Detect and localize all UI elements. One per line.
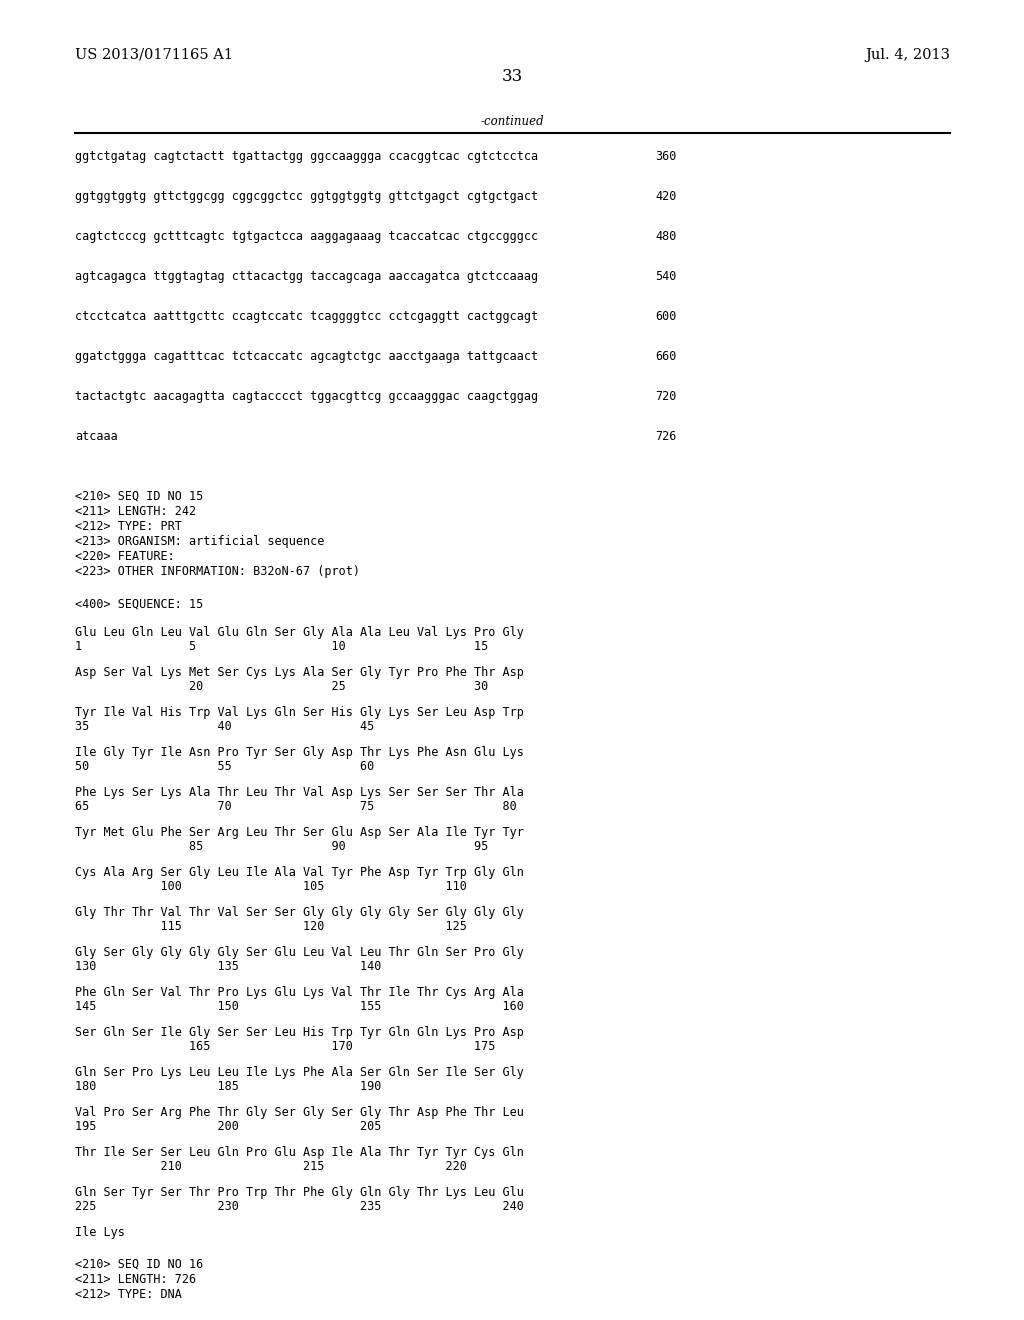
Text: <211> LENGTH: 242: <211> LENGTH: 242 — [75, 506, 197, 517]
Text: ggatctggga cagatttcac tctcaccatc agcagtctgc aacctgaaga tattgcaact: ggatctggga cagatttcac tctcaccatc agcagtc… — [75, 350, 539, 363]
Text: Glu Leu Gln Leu Val Glu Gln Ser Gly Ala Ala Leu Val Lys Pro Gly: Glu Leu Gln Leu Val Glu Gln Ser Gly Ala … — [75, 626, 524, 639]
Text: Gly Ser Gly Gly Gly Gly Ser Glu Leu Val Leu Thr Gln Ser Pro Gly: Gly Ser Gly Gly Gly Gly Ser Glu Leu Val … — [75, 946, 524, 960]
Text: Asp Ser Val Lys Met Ser Cys Lys Ala Ser Gly Tyr Pro Phe Thr Asp: Asp Ser Val Lys Met Ser Cys Lys Ala Ser … — [75, 667, 524, 678]
Text: Tyr Ile Val His Trp Val Lys Gln Ser His Gly Lys Ser Leu Asp Trp: Tyr Ile Val His Trp Val Lys Gln Ser His … — [75, 706, 524, 719]
Text: 720: 720 — [655, 389, 677, 403]
Text: 360: 360 — [655, 150, 677, 162]
Text: 50                  55                  60: 50 55 60 — [75, 760, 374, 774]
Text: <210> SEQ ID NO 16: <210> SEQ ID NO 16 — [75, 1258, 203, 1271]
Text: 600: 600 — [655, 310, 677, 323]
Text: <212> TYPE: DNA: <212> TYPE: DNA — [75, 1288, 182, 1302]
Text: <211> LENGTH: 726: <211> LENGTH: 726 — [75, 1272, 197, 1286]
Text: 195                 200                 205: 195 200 205 — [75, 1119, 381, 1133]
Text: 65                  70                  75                  80: 65 70 75 80 — [75, 800, 517, 813]
Text: Gly Thr Thr Val Thr Val Ser Ser Gly Gly Gly Gly Ser Gly Gly Gly: Gly Thr Thr Val Thr Val Ser Ser Gly Gly … — [75, 906, 524, 919]
Text: 660: 660 — [655, 350, 677, 363]
Text: Ser Gln Ser Ile Gly Ser Ser Leu His Trp Tyr Gln Gln Lys Pro Asp: Ser Gln Ser Ile Gly Ser Ser Leu His Trp … — [75, 1026, 524, 1039]
Text: 210                 215                 220: 210 215 220 — [75, 1160, 467, 1173]
Text: cagtctcccg gctttcagtc tgtgactcca aaggagaaag tcaccatcac ctgccgggcc: cagtctcccg gctttcagtc tgtgactcca aaggaga… — [75, 230, 539, 243]
Text: atcaaa: atcaaa — [75, 430, 118, 444]
Text: <223> OTHER INFORMATION: B32oN-67 (prot): <223> OTHER INFORMATION: B32oN-67 (prot) — [75, 565, 360, 578]
Text: US 2013/0171165 A1: US 2013/0171165 A1 — [75, 48, 233, 62]
Text: Phe Lys Ser Lys Ala Thr Leu Thr Val Asp Lys Ser Ser Ser Thr Ala: Phe Lys Ser Lys Ala Thr Leu Thr Val Asp … — [75, 785, 524, 799]
Text: 225                 230                 235                 240: 225 230 235 240 — [75, 1200, 524, 1213]
Text: ggtggtggtg gttctggcgg cggcggctcc ggtggtggtg gttctgagct cgtgctgact: ggtggtggtg gttctggcgg cggcggctcc ggtggtg… — [75, 190, 539, 203]
Text: Thr Ile Ser Ser Leu Gln Pro Glu Asp Ile Ala Thr Tyr Tyr Cys Gln: Thr Ile Ser Ser Leu Gln Pro Glu Asp Ile … — [75, 1146, 524, 1159]
Text: <212> TYPE: PRT: <212> TYPE: PRT — [75, 520, 182, 533]
Text: Gln Ser Tyr Ser Thr Pro Trp Thr Phe Gly Gln Gly Thr Lys Leu Glu: Gln Ser Tyr Ser Thr Pro Trp Thr Phe Gly … — [75, 1185, 524, 1199]
Text: ggtctgatag cagtctactt tgattactgg ggccaaggga ccacggtcac cgtctcctca: ggtctgatag cagtctactt tgattactgg ggccaag… — [75, 150, 539, 162]
Text: Phe Gln Ser Val Thr Pro Lys Glu Lys Val Thr Ile Thr Cys Arg Ala: Phe Gln Ser Val Thr Pro Lys Glu Lys Val … — [75, 986, 524, 999]
Text: Gln Ser Pro Lys Leu Leu Ile Lys Phe Ala Ser Gln Ser Ile Ser Gly: Gln Ser Pro Lys Leu Leu Ile Lys Phe Ala … — [75, 1067, 524, 1078]
Text: 180                 185                 190: 180 185 190 — [75, 1080, 381, 1093]
Text: 540: 540 — [655, 271, 677, 282]
Text: 165                 170                 175: 165 170 175 — [75, 1040, 496, 1053]
Text: Cys Ala Arg Ser Gly Leu Ile Ala Val Tyr Phe Asp Tyr Trp Gly Gln: Cys Ala Arg Ser Gly Leu Ile Ala Val Tyr … — [75, 866, 524, 879]
Text: 420: 420 — [655, 190, 677, 203]
Text: <400> SEQUENCE: 15: <400> SEQUENCE: 15 — [75, 598, 203, 611]
Text: 726: 726 — [655, 430, 677, 444]
Text: Ile Gly Tyr Ile Asn Pro Tyr Ser Gly Asp Thr Lys Phe Asn Glu Lys: Ile Gly Tyr Ile Asn Pro Tyr Ser Gly Asp … — [75, 746, 524, 759]
Text: 115                 120                 125: 115 120 125 — [75, 920, 467, 933]
Text: -continued: -continued — [480, 115, 544, 128]
Text: 35                  40                  45: 35 40 45 — [75, 719, 374, 733]
Text: 33: 33 — [502, 69, 522, 84]
Text: Val Pro Ser Arg Phe Thr Gly Ser Gly Ser Gly Thr Asp Phe Thr Leu: Val Pro Ser Arg Phe Thr Gly Ser Gly Ser … — [75, 1106, 524, 1119]
Text: Ile Lys: Ile Lys — [75, 1226, 125, 1239]
Text: 145                 150                 155                 160: 145 150 155 160 — [75, 1001, 524, 1012]
Text: <213> ORGANISM: artificial sequence: <213> ORGANISM: artificial sequence — [75, 535, 325, 548]
Text: 100                 105                 110: 100 105 110 — [75, 880, 467, 894]
Text: <210> SEQ ID NO 15: <210> SEQ ID NO 15 — [75, 490, 203, 503]
Text: Tyr Met Glu Phe Ser Arg Leu Thr Ser Glu Asp Ser Ala Ile Tyr Tyr: Tyr Met Glu Phe Ser Arg Leu Thr Ser Glu … — [75, 826, 524, 840]
Text: 130                 135                 140: 130 135 140 — [75, 960, 381, 973]
Text: 1               5                   10                  15: 1 5 10 15 — [75, 640, 488, 653]
Text: Jul. 4, 2013: Jul. 4, 2013 — [865, 48, 950, 62]
Text: tactactgtc aacagagtta cagtacccct tggacgttcg gccaagggac caagctggag: tactactgtc aacagagtta cagtacccct tggacgt… — [75, 389, 539, 403]
Text: 85                  90                  95: 85 90 95 — [75, 840, 488, 853]
Text: agtcagagca ttggtagtag cttacactgg taccagcaga aaccagatca gtctccaaag: agtcagagca ttggtagtag cttacactgg taccagc… — [75, 271, 539, 282]
Text: ctcctcatca aatttgcttc ccagtccatc tcaggggtcc cctcgaggtt cactggcagt: ctcctcatca aatttgcttc ccagtccatc tcagggg… — [75, 310, 539, 323]
Text: <220> FEATURE:: <220> FEATURE: — [75, 550, 175, 564]
Text: 480: 480 — [655, 230, 677, 243]
Text: 20                  25                  30: 20 25 30 — [75, 680, 488, 693]
